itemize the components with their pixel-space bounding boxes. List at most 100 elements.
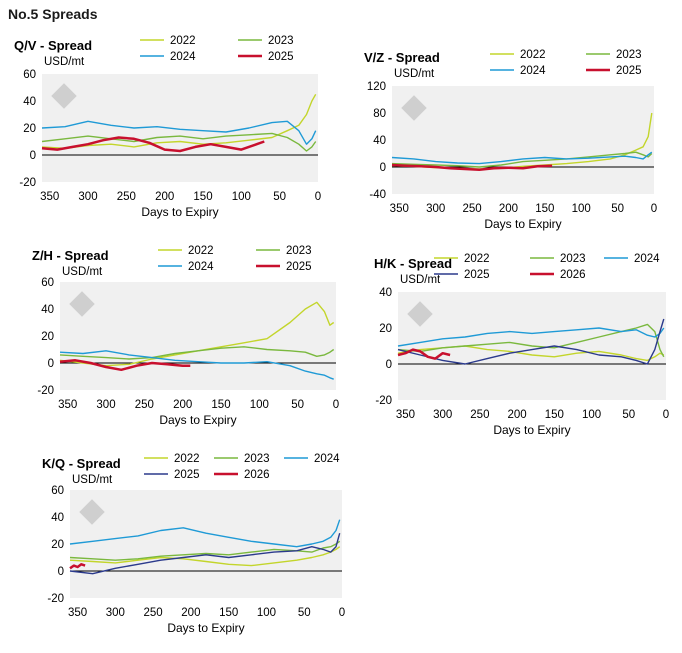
- x-tick-label: 150: [545, 409, 564, 421]
- legend-label: 2023: [268, 35, 294, 47]
- x-tick-label: 150: [535, 203, 554, 215]
- legend-label: 2022: [174, 453, 200, 465]
- legend-item: 2022: [490, 49, 546, 61]
- y-tick-label: 40: [379, 287, 392, 299]
- legend-label: 2024: [314, 453, 340, 465]
- legend-label: 2024: [634, 253, 660, 265]
- legend-label: 2026: [560, 269, 586, 281]
- legend-label: 2025: [464, 269, 490, 281]
- series-line-2024: [391, 151, 653, 165]
- y-unit-label: USD/mt: [62, 266, 103, 278]
- chart-title: K/Q - Spread: [42, 456, 121, 471]
- x-tick-label: 350: [390, 203, 409, 215]
- series-line-2023: [41, 132, 317, 152]
- y-tick-label: 0: [58, 566, 64, 578]
- spread-chart: Q/V - Spread USD/mt 2022 2023 2024 2025 -20 0 20…: [14, 35, 321, 219]
- legend-item: 2022: [434, 253, 490, 265]
- x-tick-label: 50: [273, 191, 286, 203]
- chart-title: V/Z - Spread: [364, 50, 440, 65]
- y-tick-label: 0: [30, 150, 36, 162]
- x-tick-label: 250: [462, 203, 481, 215]
- legend-label: 2024: [520, 65, 546, 77]
- legend-item: 2023: [238, 35, 294, 47]
- series-line-2023: [391, 151, 653, 168]
- x-tick-label: 250: [117, 191, 136, 203]
- series-line-2025: [397, 318, 665, 365]
- watermark-logo: [407, 301, 433, 327]
- x-tick-label: 50: [622, 409, 635, 421]
- y-tick-label: -20: [19, 177, 36, 189]
- x-tick-label: 300: [96, 399, 115, 411]
- series-line-2025: [69, 533, 341, 575]
- y-unit-label: USD/mt: [400, 274, 441, 286]
- x-tick-label: 100: [232, 191, 251, 203]
- spread-chart-panel: Q/V - Spread USD/mt 2022 2023 2024 2025 -20 0 20…: [0, 34, 330, 224]
- y-tick-label: 20: [51, 539, 64, 551]
- y-tick-label: 80: [373, 108, 386, 120]
- y-tick-label: -40: [369, 189, 386, 201]
- x-tick-label: 200: [155, 191, 174, 203]
- series-line-2023: [397, 323, 665, 358]
- legend-label: 2022: [188, 245, 214, 257]
- x-tick-label: 250: [135, 399, 154, 411]
- x-tick-label: 300: [78, 191, 97, 203]
- legend-label: 2024: [188, 261, 214, 273]
- plot-area: [60, 282, 336, 390]
- legend-item: 2023: [530, 253, 586, 265]
- legend-item: 2022: [140, 35, 196, 47]
- legend-label: 2024: [170, 51, 196, 63]
- legend-label: 2022: [520, 49, 546, 61]
- x-tick-label: 0: [333, 399, 339, 411]
- x-tick-label: 150: [211, 399, 230, 411]
- series-line-2024: [69, 519, 341, 548]
- series-line-2023: [59, 346, 335, 360]
- series-line-2026: [397, 348, 451, 360]
- x-tick-label: 100: [257, 607, 276, 619]
- y-unit-label: USD/mt: [72, 474, 113, 486]
- series-line-2022: [69, 546, 341, 567]
- legend-label: 2025: [174, 469, 200, 481]
- series-line-2022: [59, 301, 335, 367]
- x-axis-label: Days to Expiry: [167, 621, 244, 635]
- spread-chart-panel: K/Q - Spread USD/mt 2022 2023 2024 2025 2026 -2…: [28, 452, 358, 648]
- legend-label: 2026: [244, 469, 270, 481]
- page-title: No.5 Spreads: [8, 6, 98, 22]
- spread-chart: Z/H - Spread USD/mt 2022 2023 2024 2025 -20 0 20…: [32, 245, 339, 427]
- y-tick-label: 20: [23, 123, 36, 135]
- spread-chart: V/Z - Spread USD/mt 2022 2023 2024 2025 -40 0 40…: [364, 49, 657, 231]
- legend-item: 2025: [144, 469, 200, 481]
- y-tick-label: 60: [51, 485, 64, 497]
- x-axis-label: Days to Expiry: [493, 423, 570, 437]
- legend-item: 2025: [434, 269, 490, 281]
- x-tick-label: 200: [181, 607, 200, 619]
- y-tick-label: -20: [47, 593, 64, 605]
- y-tick-label: -20: [37, 385, 54, 397]
- x-tick-label: 350: [396, 409, 415, 421]
- x-tick-label: 50: [298, 607, 311, 619]
- plot-area: [392, 86, 654, 194]
- spread-chart-panel: H/K - Spread USD/mt 2022 2023 2024 2025 2026 -2…: [360, 252, 682, 452]
- x-tick-label: 350: [40, 191, 59, 203]
- legend-label: 2025: [268, 51, 294, 63]
- x-tick-label: 0: [651, 203, 657, 215]
- legend-item: 2024: [604, 253, 660, 265]
- plot-area: [42, 74, 318, 182]
- watermark-logo: [51, 83, 77, 109]
- watermark-logo: [79, 499, 105, 525]
- x-tick-label: 300: [106, 607, 125, 619]
- y-tick-label: 20: [41, 331, 54, 343]
- legend-item: 2024: [158, 261, 214, 273]
- legend-label: 2023: [616, 49, 642, 61]
- y-tick-label: 40: [373, 135, 386, 147]
- x-tick-label: 0: [339, 607, 345, 619]
- y-unit-label: USD/mt: [394, 68, 435, 80]
- x-tick-label: 350: [68, 607, 87, 619]
- series-line-2025: [391, 163, 553, 171]
- x-tick-label: 0: [315, 191, 321, 203]
- series-line-2022: [41, 93, 317, 150]
- legend-item: 2023: [256, 245, 312, 257]
- x-tick-label: 50: [291, 399, 304, 411]
- chart-title: H/K - Spread: [374, 256, 452, 271]
- y-tick-label: 0: [48, 358, 54, 370]
- x-tick-label: 200: [173, 399, 192, 411]
